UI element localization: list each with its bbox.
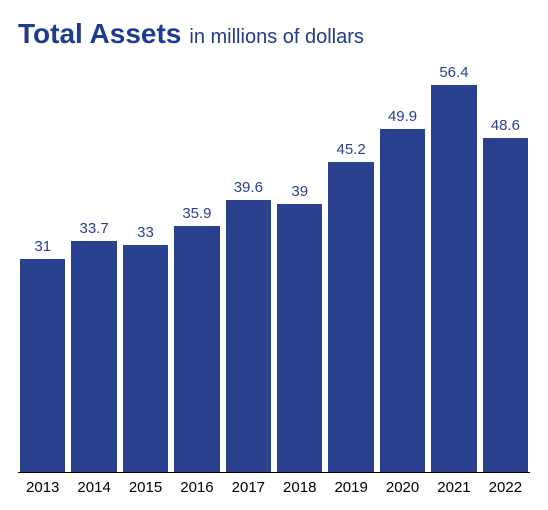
bar-col: 33 — [123, 60, 168, 472]
bar-rect — [277, 204, 322, 472]
x-axis-label: 2015 — [123, 479, 168, 496]
bar-rect — [123, 245, 168, 472]
bar-rect — [174, 226, 219, 473]
bar-col: 49.9 — [380, 60, 425, 472]
x-axis-label: 2013 — [20, 479, 65, 496]
bar-rect — [226, 200, 271, 472]
x-axis-label: 2016 — [174, 479, 219, 496]
bar-col: 48.6 — [483, 60, 528, 472]
bar-rect — [431, 85, 476, 472]
bars-region: 31 33.7 33 35.9 39.6 39 45.2 49.9 56.4 48.6 — [18, 60, 530, 473]
bar-col: 39.6 — [226, 60, 271, 472]
bar-value-label: 39 — [291, 183, 308, 200]
bar-value-label: 48.6 — [491, 117, 520, 134]
bar-value-label: 33.7 — [80, 220, 109, 237]
bar-value-label: 35.9 — [182, 205, 211, 222]
x-axis-label: 2020 — [380, 479, 425, 496]
x-axis-label: 2021 — [431, 479, 476, 496]
x-axis-label: 2014 — [71, 479, 116, 496]
bar-rect — [380, 129, 425, 472]
bar-value-label: 31 — [34, 238, 51, 255]
bar-value-label: 49.9 — [388, 108, 417, 125]
bar-value-label: 56.4 — [439, 64, 468, 81]
bar-col: 39 — [277, 60, 322, 472]
bar-value-label: 33 — [137, 224, 154, 241]
bar-col: 56.4 — [431, 60, 476, 472]
chart-title-main: Total Assets — [18, 18, 181, 50]
bar-value-label: 39.6 — [234, 179, 263, 196]
bar-value-label: 45.2 — [337, 141, 366, 158]
bar-rect — [20, 259, 65, 472]
bar-col: 45.2 — [328, 60, 373, 472]
bar-rect — [483, 138, 528, 472]
chart-container: Total Assets in millions of dollars 31 33… — [0, 0, 548, 510]
bar-rect — [328, 162, 373, 472]
x-axis-label: 2017 — [226, 479, 271, 496]
bar-col: 35.9 — [174, 60, 219, 472]
bar-col: 33.7 — [71, 60, 116, 472]
x-axis-label: 2022 — [483, 479, 528, 496]
chart-title-sub: in millions of dollars — [189, 26, 364, 49]
chart-title: Total Assets in millions of dollars — [18, 18, 530, 50]
x-axis-labels: 2013 2014 2015 2016 2017 2018 2019 2020 2021 2022 — [18, 473, 530, 510]
x-axis-label: 2018 — [277, 479, 322, 496]
bar-rect — [71, 241, 116, 472]
bar-col: 31 — [20, 60, 65, 472]
chart-area: 3133.73335.939.63945.249.956.448.6 20132… — [18, 60, 530, 510]
x-axis-label: 2019 — [328, 479, 373, 496]
